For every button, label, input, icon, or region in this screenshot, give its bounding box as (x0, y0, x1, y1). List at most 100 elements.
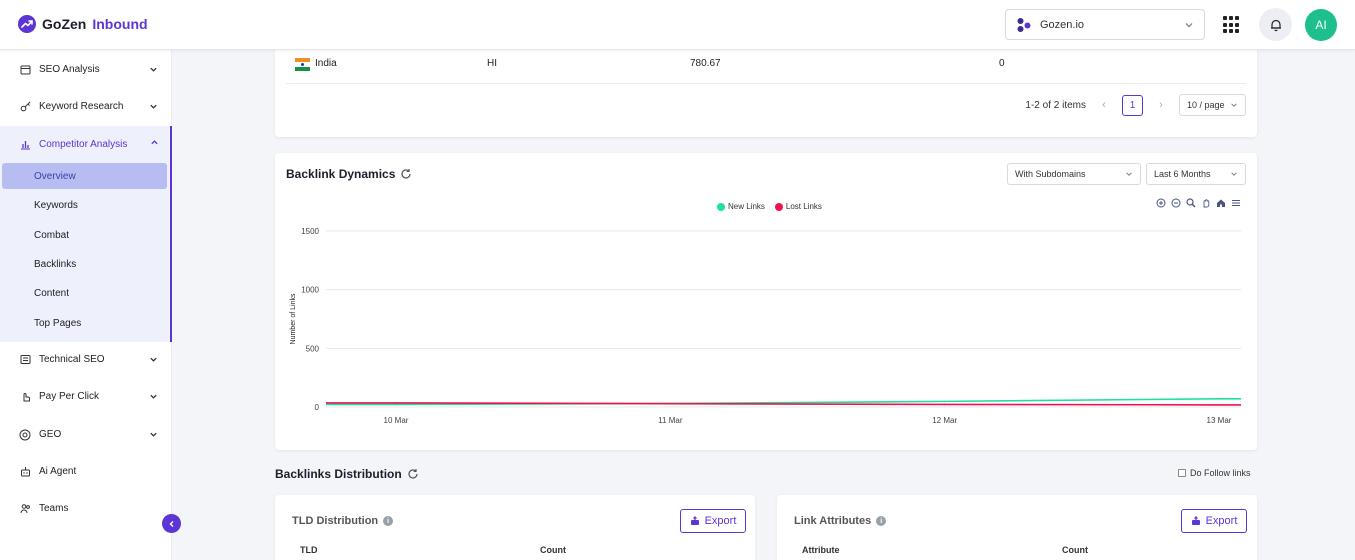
sidebar-item-ai-agent[interactable]: Ai Agent (0, 453, 172, 490)
sidebar-subitem-keywords[interactable]: Keywords (34, 199, 78, 211)
y-tick-label: 1000 (301, 286, 319, 295)
pagination: 1-2 of 2 items ‹ 1 › 10 / page (1025, 94, 1246, 116)
document-icon (19, 354, 31, 366)
collapse-sidebar-button[interactable] (162, 514, 181, 533)
data-point[interactable] (1218, 404, 1220, 406)
bar-chart-icon (19, 138, 31, 150)
sidebar-item-geo[interactable]: GEO (0, 416, 172, 453)
prev-page-button[interactable]: ‹ (1102, 99, 1106, 111)
sidebar-subitem-overview[interactable]: Overview (2, 163, 167, 189)
attr-card-title-wrap: Link Attributes i (794, 515, 887, 527)
backlink-dynamics-card: Backlink Dynamics With Subdomains Last 6… (275, 153, 1257, 450)
y-axis-label: Number of Links (290, 293, 297, 344)
backlinks-distribution-title-wrap: Backlinks Distribution (275, 467, 419, 481)
x-tick-label: 13 Mar (1207, 416, 1232, 425)
subdomain-select[interactable]: With Subdomains (1007, 163, 1141, 185)
sidebar-subitem-combat[interactable]: Combat (34, 229, 70, 241)
sidebar-item-label: Pay Per Click (39, 391, 100, 402)
data-point[interactable] (669, 402, 672, 405)
table-row: India HI 780.67 0 (286, 50, 1246, 84)
chevron-down-icon (147, 64, 159, 76)
data-point[interactable] (943, 400, 946, 403)
notifications-button[interactable] (1259, 8, 1292, 41)
sidebar-item-pay-per-click[interactable]: Pay Per Click (0, 378, 172, 415)
india-flag-icon (295, 58, 310, 71)
data-point[interactable] (395, 402, 397, 404)
export-icon (1191, 516, 1200, 525)
brand-name: GoZen (42, 16, 87, 32)
export-button[interactable]: Export (1181, 509, 1247, 533)
do-follow-toggle[interactable]: Do Follow links (1178, 468, 1251, 478)
chart-toolbar (1156, 198, 1241, 208)
workspace-logo-icon (1017, 17, 1031, 32)
refresh-icon[interactable] (400, 168, 412, 180)
legend-swatch (717, 202, 725, 211)
sidebar-item-keyword-research[interactable]: Keyword Research (0, 88, 172, 125)
series-line-new-links[interactable] (326, 397, 1241, 406)
legend-item-lost-links[interactable]: Lost Links (774, 202, 822, 211)
info-icon[interactable]: i (876, 516, 887, 526)
do-follow-checkbox[interactable] (1178, 469, 1186, 477)
menu-icon[interactable] (1231, 198, 1241, 208)
chevron-down-icon (1231, 172, 1237, 176)
y-tick-label: 0 (315, 403, 320, 412)
country-cell: India (315, 58, 337, 69)
do-follow-label: Do Follow links (1190, 468, 1251, 478)
page-size-select[interactable]: 10 / page (1179, 94, 1246, 116)
legend-item-new-links[interactable]: New Links (717, 202, 765, 211)
bell-icon (1270, 19, 1281, 31)
chevron-down-icon (147, 354, 159, 366)
chevron-down-icon (1231, 103, 1237, 107)
chevron-down-icon (147, 391, 159, 403)
next-page-button[interactable]: › (1159, 99, 1163, 111)
apps-grid-icon[interactable] (1223, 16, 1241, 34)
workspace-select[interactable]: Gozen.io (1005, 9, 1205, 40)
zoom-out-icon[interactable] (1171, 198, 1181, 208)
page-size-value: 10 / page (1187, 100, 1225, 110)
column-header-count: Count (1062, 545, 1088, 555)
backlink-dynamics-title: Backlink Dynamics (286, 167, 396, 181)
zoom-in-icon[interactable] (1156, 198, 1166, 208)
data-point[interactable] (943, 403, 946, 406)
page-number-button[interactable]: 1 (1122, 94, 1143, 116)
sidebar-subitem-top-pages[interactable]: Top Pages (34, 317, 82, 329)
data-point[interactable] (395, 403, 397, 406)
magnifier-icon[interactable] (1186, 198, 1196, 208)
series-line-lost-links[interactable] (326, 402, 1241, 406)
brand-logo[interactable]: GoZen Inbound (18, 15, 148, 33)
country-table-card: India HI 780.67 0 1-2 of 2 items ‹ 1 › 1… (275, 38, 1257, 137)
sidebar-item-seo-analysis[interactable]: SEO Analysis (0, 51, 172, 88)
sidebar: SEO Analysis Keyword Research Competitor… (0, 50, 172, 560)
hand-click-icon (19, 391, 31, 403)
period-select-value: Last 6 Months (1154, 169, 1211, 179)
home-icon[interactable] (1216, 198, 1226, 208)
pan-hand-icon[interactable] (1201, 198, 1211, 208)
backlink-line-chart: 1500 1000 500 0 10 Mar 11 Mar 12 Mar 13 Mar Numb… (290, 227, 1241, 425)
aperture-icon (19, 429, 31, 441)
chevron-up-icon (150, 138, 159, 150)
x-tick-label: 10 Mar (384, 416, 409, 425)
legend-label: Lost Links (785, 202, 822, 211)
chevron-left-icon (169, 520, 173, 527)
sidebar-item-teams[interactable]: Teams (0, 490, 172, 527)
info-icon[interactable]: i (383, 516, 394, 526)
avatar[interactable]: AI (1305, 9, 1337, 41)
sidebar-item-technical-seo[interactable]: Technical SEO (0, 341, 172, 378)
sidebar-subitem-backlinks[interactable]: Backlinks (34, 258, 77, 270)
sidebar-item-label: GEO (39, 429, 62, 440)
legend-swatch (774, 202, 783, 211)
sidebar-subitem-content[interactable]: Content (34, 287, 70, 299)
chevron-down-icon (1185, 22, 1193, 27)
users-icon (19, 503, 31, 515)
y-tick-label: 1500 (301, 227, 319, 236)
chart-legend: New Links Lost Links (717, 202, 822, 211)
refresh-icon[interactable] (407, 468, 419, 480)
period-select[interactable]: Last 6 Months (1146, 163, 1246, 185)
data-point[interactable] (1218, 397, 1220, 400)
sidebar-item-label: Technical SEO (39, 354, 105, 365)
sidebar-item-competitor-analysis[interactable]: Competitor Analysis (0, 126, 170, 162)
attr-card-title: Link Attributes (794, 515, 872, 527)
export-button[interactable]: Export (680, 509, 746, 533)
y-tick-label: 500 (306, 344, 320, 353)
legend-label: New Links (728, 202, 765, 211)
